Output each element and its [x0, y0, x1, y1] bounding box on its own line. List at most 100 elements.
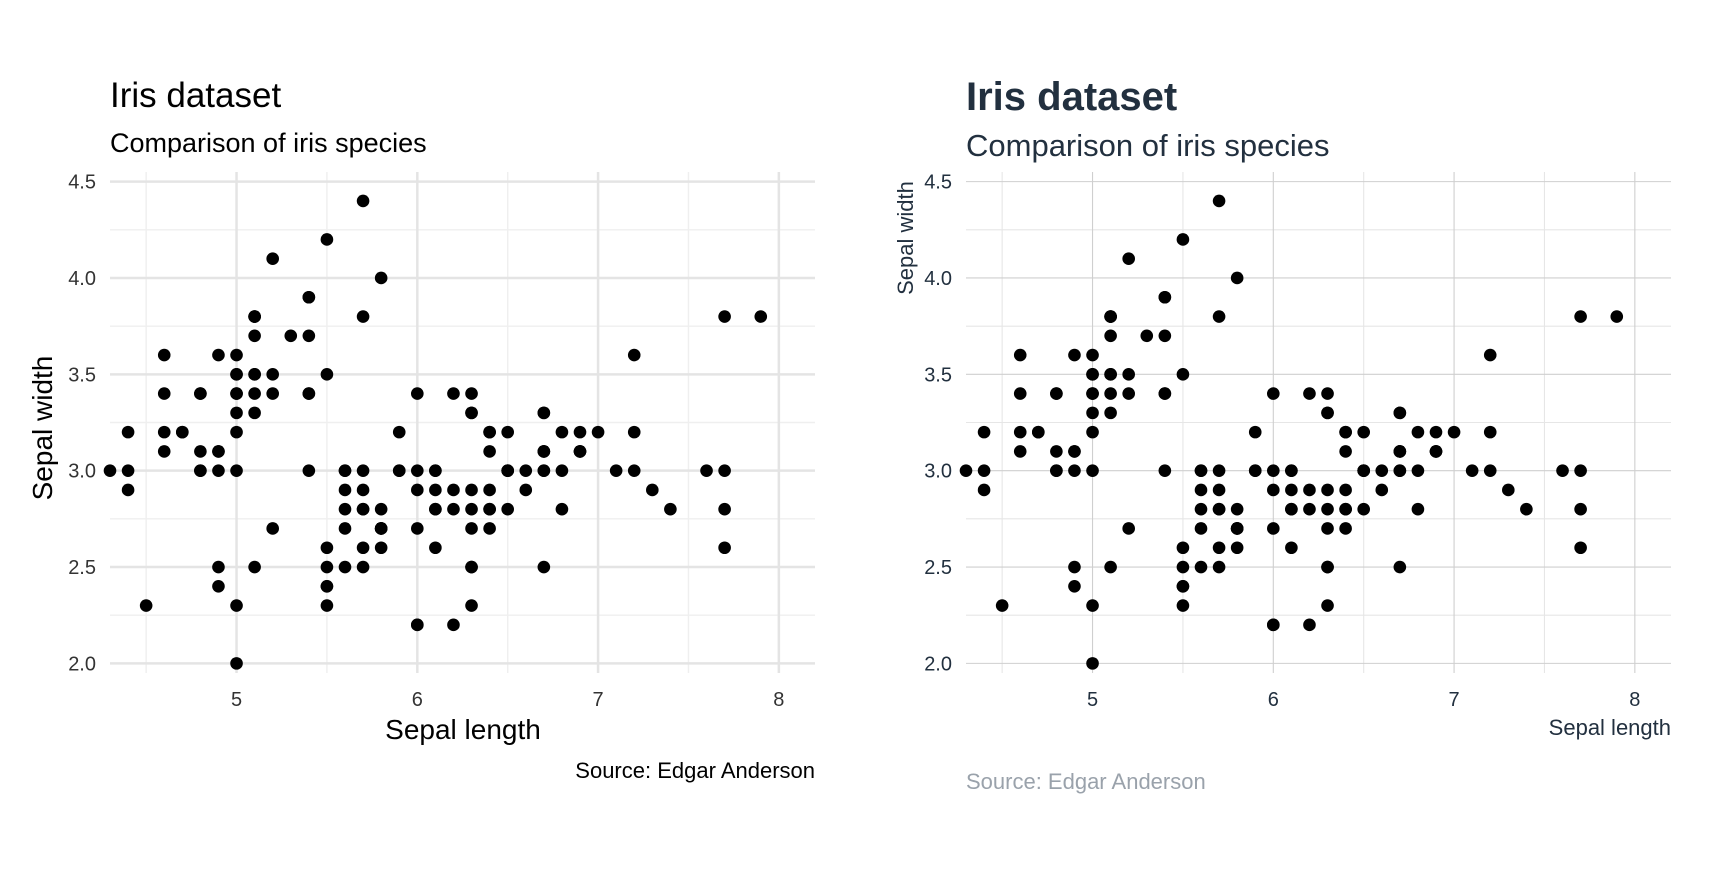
data-point [157, 387, 171, 400]
data-point [959, 464, 973, 477]
data-point [447, 483, 460, 497]
data-point [1176, 579, 1190, 593]
data-point [1321, 483, 1334, 497]
data-point [1212, 194, 1226, 208]
data-point [1321, 522, 1334, 535]
data-point [1339, 425, 1352, 439]
data-point [230, 657, 243, 670]
y-tick-label: 2.5 [68, 557, 96, 579]
data-point [194, 464, 207, 477]
data-point [356, 483, 370, 497]
data-point [320, 560, 334, 574]
y-tick-label: 3.0 [68, 461, 96, 483]
x-tick-label: 6 [412, 689, 423, 711]
data-point [1465, 464, 1479, 477]
data-point [139, 599, 153, 612]
right-x-tick-labels: 5 6 7 8 [1087, 689, 1640, 711]
data-point [374, 271, 388, 285]
data-point [194, 387, 207, 400]
data-point [1447, 425, 1461, 439]
data-point [429, 541, 442, 555]
data-point [1140, 329, 1154, 343]
data-point [212, 579, 225, 593]
data-point [1086, 464, 1099, 477]
data-point [573, 445, 587, 458]
y-tick-label: 4.5 [68, 172, 96, 194]
left-x-axis-label: Sepal length [385, 714, 541, 745]
data-point [1285, 483, 1298, 497]
data-point [103, 464, 117, 477]
x-tick-label: 7 [593, 689, 604, 711]
data-point [1176, 233, 1190, 246]
data-point [1086, 657, 1099, 670]
data-point [1122, 522, 1135, 535]
data-point [248, 387, 261, 400]
data-point [1013, 445, 1027, 458]
data-point [1230, 502, 1244, 516]
data-point [248, 368, 261, 381]
data-point [1212, 502, 1226, 516]
data-point [555, 502, 569, 516]
data-point [501, 464, 514, 477]
y-tick-label: 3.5 [68, 364, 96, 386]
data-point [537, 445, 551, 458]
data-point [1158, 464, 1172, 477]
data-point [230, 368, 243, 381]
data-point [411, 522, 424, 535]
data-point [537, 406, 551, 420]
data-point [519, 483, 533, 497]
data-point [1502, 483, 1515, 497]
data-point [1086, 387, 1099, 400]
data-point [646, 483, 659, 497]
right-chart-panel: 2.0 2.5 3.0 3.5 4.0 4.5 5 6 7 8 Iris dataset Com… [893, 75, 1671, 794]
data-point [1429, 445, 1443, 458]
data-point [609, 464, 623, 477]
data-point [1303, 502, 1316, 516]
data-point [1375, 464, 1389, 477]
data-point [627, 425, 641, 439]
data-point [1230, 541, 1244, 555]
right-points [959, 194, 1624, 670]
data-point [1194, 483, 1208, 497]
data-point [664, 502, 677, 516]
data-point [392, 425, 406, 439]
data-point [1050, 387, 1063, 400]
data-point [1013, 425, 1027, 439]
data-point [1267, 483, 1280, 497]
data-point [1483, 348, 1497, 362]
data-point [212, 464, 225, 477]
data-point [266, 522, 279, 535]
data-point [302, 387, 316, 400]
data-point [356, 310, 370, 323]
data-point [374, 541, 388, 555]
y-tick-label: 3.0 [924, 461, 952, 483]
data-point [338, 522, 352, 535]
data-point [374, 522, 388, 535]
data-point [1574, 310, 1587, 323]
data-point [1411, 464, 1425, 477]
data-point [1574, 502, 1587, 516]
data-point [1339, 483, 1352, 497]
data-point [447, 618, 460, 632]
x-tick-label: 8 [773, 689, 784, 711]
data-point [230, 464, 243, 477]
data-point [411, 464, 424, 477]
data-point [1194, 464, 1208, 477]
data-point [1158, 290, 1172, 304]
data-point [266, 387, 279, 400]
data-point [447, 502, 460, 516]
data-point [1158, 329, 1172, 343]
data-point [1194, 560, 1208, 574]
data-point [1212, 483, 1226, 497]
data-point [1339, 445, 1352, 458]
data-point [1158, 387, 1172, 400]
data-point [1212, 560, 1226, 574]
data-point [230, 599, 243, 612]
right-chart-subtitle: Comparison of iris species [966, 128, 1330, 163]
data-point [320, 541, 334, 555]
data-point [1556, 464, 1569, 477]
x-tick-label: 5 [231, 689, 242, 711]
data-point [1176, 541, 1190, 555]
data-point [248, 310, 261, 323]
